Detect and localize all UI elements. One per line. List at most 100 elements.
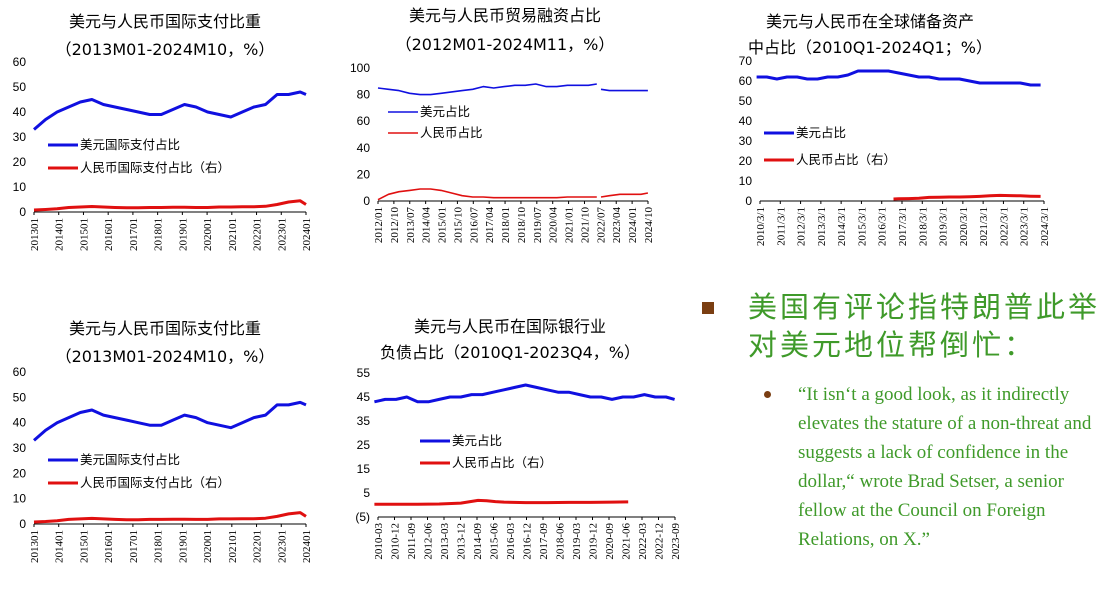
x-tick-label: 201801 (153, 218, 165, 251)
main-bullet-text: 美国有评论指特朗普此举对美元地位帮倒忙： (748, 290, 1101, 362)
chart-plot: 0 10 20 30 40 50 60 201301 201401 201501 201601 201… (13, 365, 313, 563)
chart-title: 美元与人民币贸易融资占比 (408, 6, 601, 25)
y-tick-label: 100 (350, 61, 370, 75)
chart-plot: 0 10 20 30 40 50 60 70 2010/3/1 2011/3/1 2012/3/1 2… (739, 54, 1051, 246)
chart-usd-rmb-payment-share-top: 美元与人民币国际支付比重 （2013M01-2024M10，%） 0 10 20 30… (0, 0, 330, 280)
y-tick-label: 80 (357, 88, 371, 102)
x-tick-label: 2011-09 (406, 523, 418, 560)
legend-label: 人民币国际支付占比（右） (80, 160, 230, 175)
y-tick-label: 50 (13, 390, 27, 404)
x-tick-label: 2016-12 (522, 523, 534, 560)
x-tick-label: 2016/07 (468, 207, 480, 244)
x-tick-label: 2018/01 (500, 207, 512, 243)
y-tick-label: 0 (19, 517, 26, 531)
y-tick-label: 10 (13, 492, 27, 506)
x-tick-label: 202101 (227, 530, 239, 563)
chart-title: 美元与人民币国际支付比重 (68, 12, 261, 31)
x-tick-label: 2016/3/1 (877, 207, 889, 246)
legend-label: 人民币占比 (420, 125, 483, 140)
y-tick-label: 50 (13, 80, 27, 94)
y-tick-label: 70 (739, 54, 753, 68)
y-tick-label: 10 (739, 174, 753, 188)
y-tick-label: 60 (739, 74, 753, 88)
x-tick-label: 201501 (78, 218, 90, 251)
series-line-2 (893, 193, 1041, 201)
x-tick-label: 2021-06 (621, 523, 633, 560)
series-line-1 (33, 400, 307, 442)
x-tick-label: 2024/3/1 (1039, 207, 1051, 246)
legend-label: 人民币占比（右） (452, 455, 552, 470)
x-tick-label: 2023/04 (611, 207, 623, 244)
x-tick-label: 201801 (153, 530, 165, 563)
square-bullet-icon (702, 302, 714, 314)
x-tick-label: 2013/07 (405, 207, 417, 244)
y-tick-label: 30 (13, 441, 27, 455)
x-tick-label: 2017-09 (538, 523, 550, 560)
x-tick-label: 2010-03 (373, 523, 385, 560)
y-tick-label: 60 (13, 365, 27, 379)
x-tick-label: 2011/3/1 (775, 207, 787, 246)
x-tick-label: 201301 (29, 530, 41, 563)
x-tick-label: 202001 (202, 218, 214, 251)
x-tick-label: 2016-03 (505, 523, 517, 560)
x-tick-label: 2010/3/1 (755, 207, 767, 246)
y-tick-label: 50 (739, 94, 753, 108)
chart-subtitle: （2013M01-2024M10，%） (55, 40, 275, 59)
x-tick-label: 2014/3/1 (836, 207, 848, 246)
y-tick-label: 25 (357, 438, 371, 452)
legend-label: 人民币占比（右） (796, 152, 896, 167)
x-tick-label: 2010-12 (390, 523, 402, 560)
x-tick-label: 201401 (54, 530, 66, 563)
x-tick-label: 202201 (252, 218, 264, 251)
y-tick-label: 20 (13, 155, 27, 169)
legend-label: 美元占比 (796, 125, 846, 140)
x-tick-label: 2015-06 (489, 523, 501, 560)
chart-subtitle: （2013M01-2024M10，%） (55, 347, 275, 366)
x-tick-label: 2022-03 (637, 523, 649, 560)
x-tick-label: 201901 (177, 530, 189, 563)
x-tick-label: 2021/10 (579, 207, 591, 244)
x-tick-label: 2024/01 (627, 207, 639, 243)
x-tick-label: 202401 (301, 218, 313, 251)
x-tick-label: 2017/3/1 (897, 207, 909, 246)
chart-usd-rmb-payment-share-bottom: 美元与人民币国际支付比重 （2013M01-2024M10，%） 0 10 20 30… (0, 305, 330, 592)
y-tick-label: 15 (357, 462, 371, 476)
y-tick-label: 40 (739, 114, 753, 128)
x-tick-label: 2015/3/1 (856, 207, 868, 246)
y-tick-label: 0 (19, 205, 26, 219)
x-tick-label: 201301 (29, 218, 41, 251)
y-tick-label: 35 (357, 414, 371, 428)
x-tick-label: 2019/07 (532, 207, 544, 244)
legend-label: 美元国际支付占比 (80, 137, 180, 152)
series-line-2 (377, 188, 649, 201)
x-tick-label: 2020/3/1 (958, 207, 970, 246)
y-tick-label: 55 (357, 366, 371, 380)
x-tick-label: 2019-12 (588, 523, 600, 560)
dot-bullet-icon (764, 391, 771, 398)
x-tick-label: 2012-06 (423, 523, 435, 560)
x-tick-label: 202301 (276, 218, 288, 251)
chart-plot: (5) 5 15 25 35 45 55 2010-03 2010-12 2011-09 2012-… (355, 366, 682, 560)
series-line-1 (374, 383, 676, 404)
series-line-1 (33, 90, 307, 131)
x-tick-label: 201701 (128, 218, 140, 251)
y-tick-label: 20 (13, 466, 27, 480)
chart-usd-rmb-global-reserve-share: 美元与人民币在全球储备资产 中占比（2010Q1-2024Q1；%） 0 10 20… (720, 0, 1060, 280)
series-line-2 (33, 511, 307, 524)
x-tick-label: 2013-03 (439, 523, 451, 560)
x-tick-label: 2022/07 (595, 207, 607, 244)
x-tick-label: 2023-09 (670, 523, 682, 560)
y-tick-label: 10 (13, 180, 27, 194)
x-tick-label: 2022-12 (654, 523, 666, 560)
y-tick-label: 20 (357, 167, 371, 181)
series-line-1 (756, 69, 1041, 87)
x-tick-label: 2015/01 (437, 207, 449, 243)
chart-subtitle: 负债占比（2010Q1-2023Q4，%） (380, 343, 640, 362)
x-tick-label: 2022/3/1 (998, 207, 1010, 246)
x-tick-label: 201901 (177, 218, 189, 251)
chart-title: 美元与人民币国际支付比重 (68, 319, 261, 338)
x-tick-label: 202401 (301, 530, 313, 563)
chart-subtitle: （2012M01-2024M11，%） (395, 35, 615, 54)
x-tick-label: 202001 (202, 530, 214, 563)
x-tick-label: 2021/3/1 (978, 207, 990, 246)
